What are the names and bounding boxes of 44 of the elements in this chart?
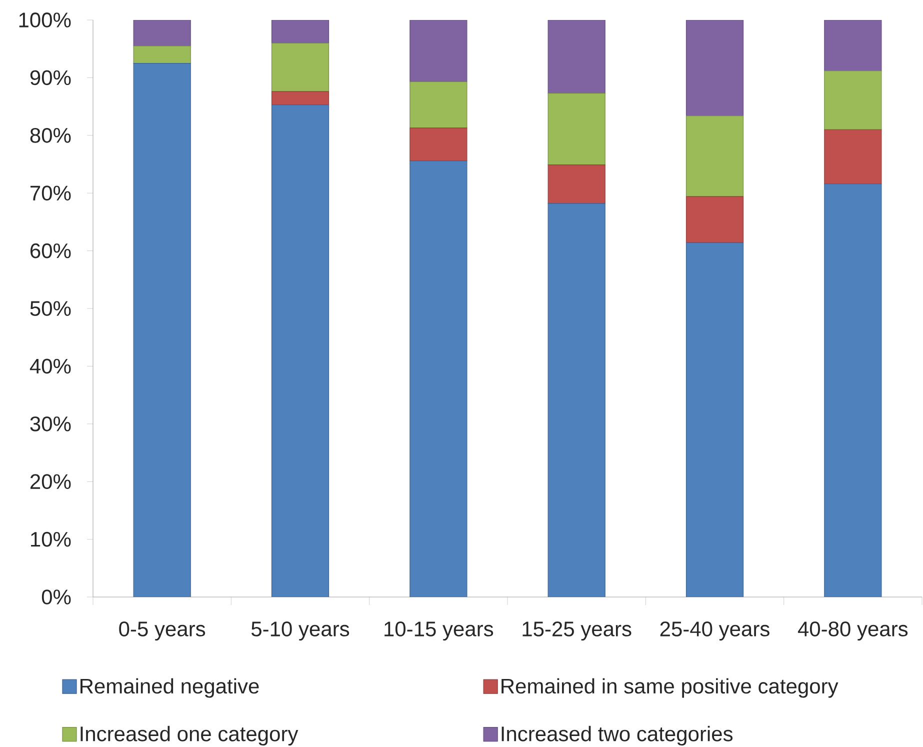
y-tick-label: 90% [30, 70, 71, 86]
bar [548, 203, 606, 597]
y-tick-label: 0% [42, 590, 71, 604]
x-tick-label: 40-80 years [798, 622, 908, 641]
x-tick-label: 25-40 years [660, 622, 770, 641]
bar [133, 46, 191, 64]
bar [824, 184, 882, 597]
y-tick-label: 60% [30, 243, 71, 258]
bar [133, 20, 191, 46]
y-tick-label: 80% [30, 128, 71, 143]
x-tick-label: 0-5 years [119, 622, 206, 641]
x-tick-label: 15-25 years [522, 622, 632, 641]
bar [271, 91, 330, 106]
bar [133, 62, 191, 597]
bar [824, 20, 882, 72]
bar [824, 70, 882, 130]
bar [548, 92, 606, 166]
y-tick-label: 10% [31, 532, 71, 547]
y-tick-label: 100% [19, 12, 71, 28]
bar [410, 128, 468, 162]
legend-label: Remained in same positive category [502, 678, 838, 698]
bar [686, 242, 744, 597]
bar [271, 42, 330, 92]
bar [271, 20, 330, 44]
y-tick-label: 70% [30, 186, 71, 201]
bar [824, 129, 882, 184]
y-tick-label: 20% [30, 474, 71, 490]
bar [271, 104, 330, 597]
bar [686, 196, 744, 244]
bar [410, 20, 468, 82]
x-tick-label: 10-15 years [384, 622, 494, 641]
y-tick-label: 30% [30, 416, 71, 432]
y-tick-label: 50% [30, 301, 71, 316]
legend-label: Remained negative [80, 678, 259, 698]
y-tick-label: 40% [30, 358, 71, 374]
legend-label: Increased two categories [502, 726, 733, 746]
bar [548, 20, 606, 94]
bar [410, 160, 468, 597]
bar [686, 20, 744, 116]
bar [548, 164, 606, 204]
bar [686, 115, 744, 197]
bar [410, 81, 468, 128]
x-tick-label: 5-10 years [251, 622, 350, 641]
legend-label: Increased one category [80, 726, 298, 746]
